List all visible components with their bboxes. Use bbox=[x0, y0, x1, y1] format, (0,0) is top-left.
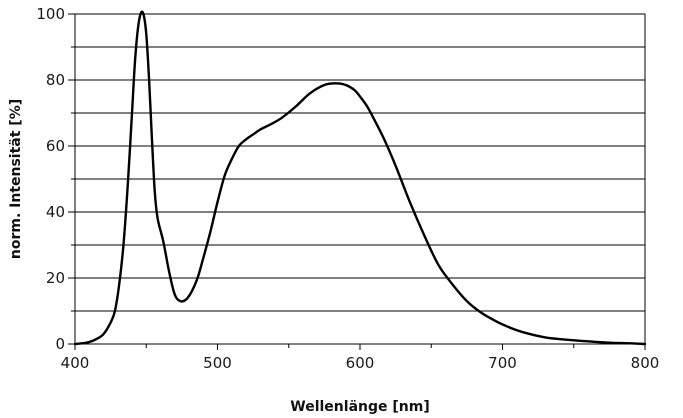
y-tick-label-40: 40 bbox=[46, 203, 65, 221]
y-tick-label-60: 60 bbox=[46, 137, 65, 155]
tick-labels: 0 20 40 60 80 100 400 500 600 700 800 bbox=[36, 5, 659, 372]
series-layer bbox=[73, 10, 647, 346]
x-axis-title: Wellenlänge [nm] bbox=[290, 399, 429, 415]
x-tick-label-600: 600 bbox=[346, 354, 375, 372]
x-tick-label-400: 400 bbox=[61, 354, 90, 372]
y-axis-title: norm. Intensität [%] bbox=[8, 99, 24, 259]
x-tick-label-700: 700 bbox=[488, 354, 517, 372]
gridlines bbox=[75, 46, 645, 312]
y-tick-label-0: 0 bbox=[55, 335, 65, 353]
y-tick-label-80: 80 bbox=[46, 71, 65, 89]
axis-ticks bbox=[68, 13, 646, 350]
x-tick-label-500: 500 bbox=[203, 354, 232, 372]
plot-frame bbox=[74, 13, 646, 345]
x-tick-label-800: 800 bbox=[631, 354, 660, 372]
y-tick-label-100: 100 bbox=[36, 5, 65, 23]
y-tick-label-20: 20 bbox=[46, 269, 65, 287]
series-line-0 bbox=[73, 10, 647, 346]
